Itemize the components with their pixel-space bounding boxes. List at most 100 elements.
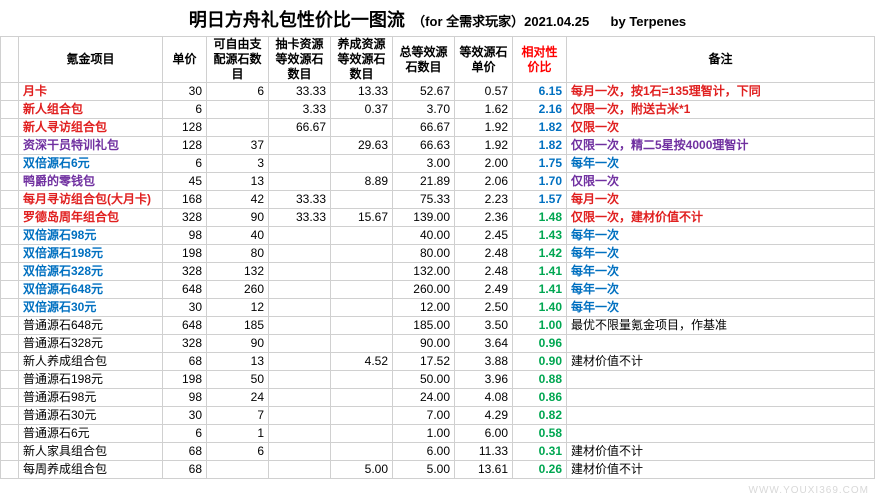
header-row: 氪金项目 单价 可自由支配源石数目 抽卡资源等效源石数目 养成资源等效源石数目 … [1, 37, 875, 83]
header-name: 氪金项目 [19, 37, 163, 83]
cell-price: 328 [163, 335, 207, 353]
cell-note: 每年一次 [567, 281, 875, 299]
cell-free [207, 461, 269, 479]
cell-grow [331, 281, 393, 299]
row-number [1, 317, 19, 335]
cell-draw [269, 299, 331, 317]
cell-note: 每月一次 [567, 191, 875, 209]
cell-price: 6 [163, 101, 207, 119]
table-row: 每周养成组合包685.005.0013.610.26建材价值不计 [1, 461, 875, 479]
cell-grow [331, 371, 393, 389]
table-row: 鸭爵的零钱包45138.8921.892.061.70仅限一次 [1, 173, 875, 191]
cell-note: 每年一次 [567, 155, 875, 173]
cell-price: 68 [163, 461, 207, 479]
cell-price: 128 [163, 137, 207, 155]
cell-price: 198 [163, 371, 207, 389]
row-number [1, 101, 19, 119]
row-number [1, 173, 19, 191]
cell-equiv: 13.61 [455, 461, 513, 479]
row-number [1, 353, 19, 371]
cell-draw [269, 389, 331, 407]
cell-ratio: 0.90 [513, 353, 567, 371]
cell-equiv: 1.92 [455, 137, 513, 155]
title-by: by Terpenes [611, 14, 687, 29]
cell-price: 30 [163, 407, 207, 425]
cell-ratio: 0.86 [513, 389, 567, 407]
cell-total: 3.70 [393, 101, 455, 119]
cell-draw [269, 137, 331, 155]
cell-equiv: 4.08 [455, 389, 513, 407]
cell-name: 双倍源石648元 [19, 281, 163, 299]
header-grow: 养成资源等效源石数目 [331, 37, 393, 83]
cell-ratio: 1.40 [513, 299, 567, 317]
cell-price: 168 [163, 191, 207, 209]
cell-grow [331, 191, 393, 209]
cell-grow [331, 407, 393, 425]
row-number [1, 425, 19, 443]
table-row: 月卡30633.3313.3352.670.576.15每月一次，按1石=135… [1, 83, 875, 101]
cell-grow [331, 443, 393, 461]
cell-draw: 33.33 [269, 209, 331, 227]
cell-price: 6 [163, 425, 207, 443]
cell-name: 每月寻访组合包(大月卡) [19, 191, 163, 209]
cell-note [567, 335, 875, 353]
cell-price: 98 [163, 389, 207, 407]
cell-grow [331, 263, 393, 281]
cell-grow: 15.67 [331, 209, 393, 227]
cell-equiv: 2.36 [455, 209, 513, 227]
cell-total: 7.00 [393, 407, 455, 425]
cell-note: 最优不限量氪金项目，作基准 [567, 317, 875, 335]
row-number [1, 299, 19, 317]
cell-draw: 3.33 [269, 101, 331, 119]
row-number [1, 119, 19, 137]
cell-note: 仅限一次，精二5星按4000理智计 [567, 137, 875, 155]
table-row: 普通源石328元3289090.003.640.96 [1, 335, 875, 353]
cell-name: 新人组合包 [19, 101, 163, 119]
cell-price: 68 [163, 353, 207, 371]
cell-ratio: 1.82 [513, 137, 567, 155]
cell-ratio: 1.41 [513, 281, 567, 299]
cell-note: 仅限一次，附送古米*1 [567, 101, 875, 119]
row-number [1, 263, 19, 281]
cell-ratio: 0.58 [513, 425, 567, 443]
table-row: 普通源石648元648185185.003.501.00最优不限量氪金项目，作基… [1, 317, 875, 335]
cell-grow [331, 389, 393, 407]
cell-price: 68 [163, 443, 207, 461]
cell-free [207, 101, 269, 119]
cell-name: 普通源石648元 [19, 317, 163, 335]
cell-note [567, 371, 875, 389]
cell-note: 每月一次，按1石=135理智计，下同 [567, 83, 875, 101]
cell-total: 6.00 [393, 443, 455, 461]
header-free: 可自由支配源石数目 [207, 37, 269, 83]
cell-equiv: 2.50 [455, 299, 513, 317]
cell-price: 328 [163, 209, 207, 227]
cell-free [207, 119, 269, 137]
cell-name: 月卡 [19, 83, 163, 101]
cell-equiv: 2.00 [455, 155, 513, 173]
cell-equiv: 2.45 [455, 227, 513, 245]
row-number [1, 335, 19, 353]
cell-total: 185.00 [393, 317, 455, 335]
row-number [1, 209, 19, 227]
header-price: 单价 [163, 37, 207, 83]
cell-note: 每年一次 [567, 263, 875, 281]
row-number [1, 191, 19, 209]
row-number [1, 137, 19, 155]
cell-draw [269, 335, 331, 353]
cell-total: 21.89 [393, 173, 455, 191]
cell-equiv: 1.92 [455, 119, 513, 137]
row-number [1, 371, 19, 389]
title-row: 明日方舟礼包性价比一图流 （for 全需求玩家）2021.04.25 by Te… [0, 0, 875, 36]
cell-price: 6 [163, 155, 207, 173]
title-main: 明日方舟礼包性价比一图流 [189, 10, 405, 30]
cell-name: 双倍源石98元 [19, 227, 163, 245]
cell-total: 3.00 [393, 155, 455, 173]
cell-grow [331, 317, 393, 335]
cell-total: 12.00 [393, 299, 455, 317]
cell-draw [269, 443, 331, 461]
title-sub: （for 全需求玩家）2021.04.25 [412, 14, 589, 29]
cell-price: 648 [163, 317, 207, 335]
cell-equiv: 4.29 [455, 407, 513, 425]
row-number [1, 461, 19, 479]
cell-free: 90 [207, 335, 269, 353]
